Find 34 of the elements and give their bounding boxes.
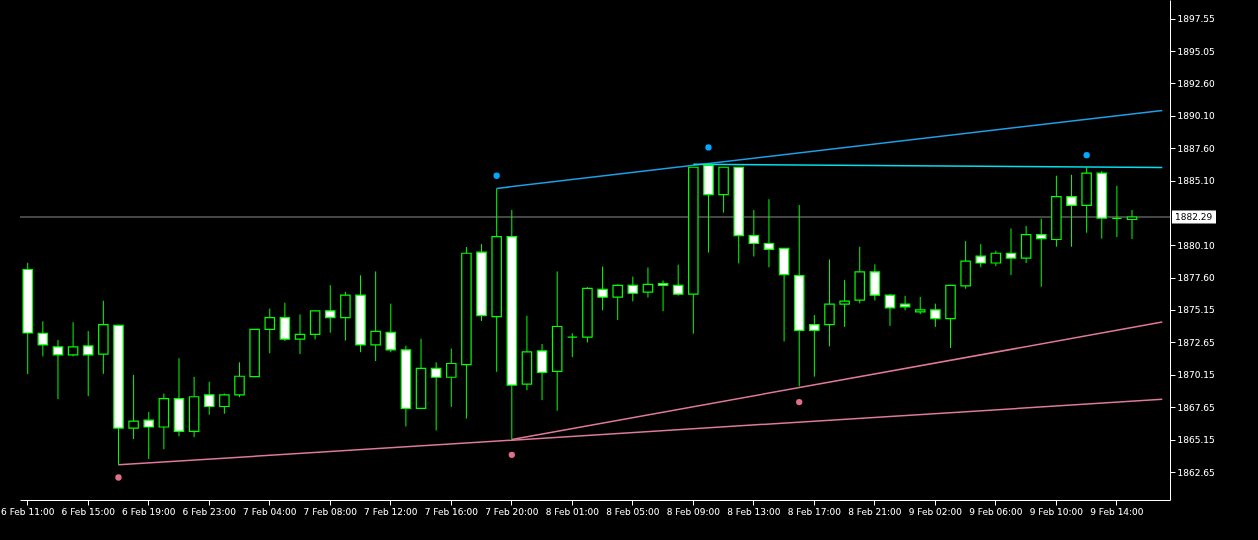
- x-tick-label: 7 Feb 20:00: [485, 506, 539, 517]
- x-tick-label: 8 Feb 09:00: [666, 506, 721, 517]
- x-tick-label: 9 Feb 06:00: [969, 506, 1023, 517]
- x-tick-label: 7 Feb 04:00: [243, 506, 297, 517]
- x-tick-label: 9 Feb 14:00: [1090, 506, 1144, 517]
- y-tick-label: 1875.15: [1177, 305, 1215, 316]
- x-tick-label: 8 Feb 17:00: [787, 506, 842, 517]
- x-tick-label: 7 Feb 16:00: [424, 506, 479, 517]
- x-tick-label: 6 Feb 23:00: [182, 506, 237, 517]
- x-tick-label: 8 Feb 01:00: [545, 506, 600, 517]
- x-tick-label: 7 Feb 08:00: [303, 506, 358, 517]
- y-tick-label: 1880.10: [1177, 240, 1215, 251]
- y-tick-label: 1867.65: [1177, 402, 1215, 413]
- x-tick-label: 8 Feb 13:00: [727, 506, 781, 517]
- y-tick-label: 1895.05: [1177, 46, 1215, 57]
- y-tick-label: 1897.55: [1177, 14, 1215, 25]
- ref-line-label: 1882.29: [1175, 212, 1213, 223]
- y-tick-label: 1892.60: [1177, 78, 1215, 89]
- x-tick-label: 6 Feb 19:00: [122, 506, 176, 517]
- y-tick-label: 1885.10: [1177, 176, 1215, 187]
- y-tick-label: 1887.60: [1177, 143, 1215, 154]
- y-tick-label: 1890.10: [1177, 111, 1215, 122]
- x-tick-label: 7 Feb 12:00: [364, 506, 418, 517]
- y-tick-label: 1872.65: [1177, 337, 1215, 348]
- y-tick-label: 1877.60: [1177, 273, 1215, 284]
- x-tick-label: 8 Feb 05:00: [606, 506, 660, 517]
- x-tick-label: 6 Feb 15:00: [61, 506, 116, 517]
- x-tick-label: 9 Feb 02:00: [908, 506, 963, 517]
- y-tick-label: 1870.15: [1177, 370, 1215, 381]
- y-tick-label: 1865.15: [1177, 435, 1215, 446]
- x-tick-label: 8 Feb 21:00: [848, 506, 902, 517]
- x-tick-label: 6 Feb 11:00: [1, 506, 55, 517]
- y-tick-label: 1862.65: [1177, 467, 1215, 478]
- x-tick-label: 9 Feb 10:00: [1029, 506, 1084, 517]
